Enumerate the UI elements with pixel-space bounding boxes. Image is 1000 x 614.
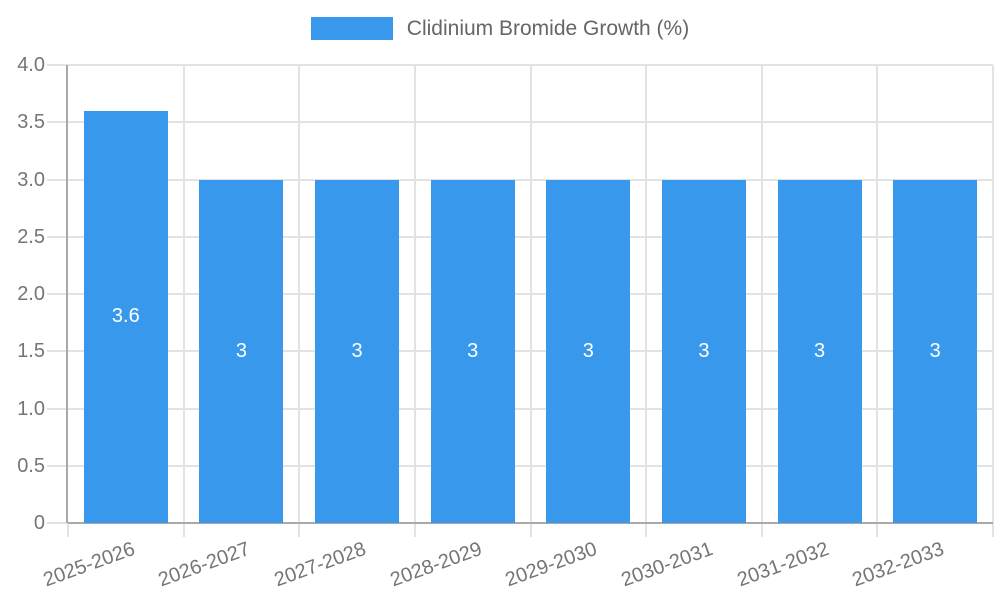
bar: 3 [777, 179, 862, 523]
bar-value-label: 3.6 [111, 305, 140, 328]
bar: 3 [661, 179, 746, 523]
bar-chart-plot: 0 0.5 1.0 1.5 2.0 2.5 3.0 3.5 4.0 3.6 2025-2026 3 20… [17, 54, 994, 591]
x-axis-tick [992, 523, 994, 537]
y-axis-tick [47, 121, 68, 124]
y-axis-tick [47, 293, 68, 295]
x-axis-line [68, 522, 993, 524]
y-tick-label: 0 [33, 512, 45, 534]
x-gridline [529, 65, 532, 523]
bar-value-label: 3 [698, 339, 710, 362]
y-axis-tick [47, 407, 68, 410]
x-gridline [182, 65, 185, 523]
x-gridline [298, 65, 301, 523]
x-gridline [645, 65, 648, 523]
y-axis-tick [47, 464, 68, 467]
y-tick-label: 2.5 [17, 225, 45, 248]
y-axis-line [66, 65, 68, 523]
y-tick-label: 0.5 [17, 454, 45, 477]
y-tick-label: 2.0 [17, 283, 45, 305]
y-tick-label: 1.0 [17, 397, 45, 420]
y-axis-tick [47, 178, 68, 181]
x-gridline [413, 65, 416, 523]
x-axis-tick [529, 523, 532, 537]
bar: 3 [315, 179, 400, 523]
bar-value-label: 3 [814, 339, 826, 362]
x-axis-tick [413, 523, 416, 537]
legend-label: Clidinium Bromide Growth (%) [406, 17, 690, 40]
y-tick-label: 1.5 [17, 340, 45, 363]
y-tick-label: 4.0 [17, 54, 45, 76]
legend-item[interactable]: Clidinium Bromide Growth (%) [310, 17, 690, 40]
x-axis-tick [298, 523, 301, 537]
y-tick-label: 3.5 [17, 111, 45, 134]
bar-value-label: 3 [582, 339, 594, 362]
bar-value-label: 3 [467, 339, 479, 362]
chart-legend: Clidinium Bromide Growth (%) [0, 17, 1000, 40]
x-gridline [876, 65, 879, 523]
bar: 3.6 [83, 110, 168, 523]
chart-canvas: Clidinium Bromide Growth (%) 0 0.5 1.0 1.5 2… [0, 17, 1000, 592]
bar-value-label: 3 [235, 339, 247, 362]
bar-value-label: 3 [351, 339, 363, 362]
x-axis-tick [876, 523, 879, 537]
x-axis-tick [760, 523, 763, 537]
y-axis-tick [47, 350, 68, 353]
bar: 3 [893, 179, 978, 523]
x-axis-tick [182, 523, 185, 537]
bar: 3 [430, 179, 515, 523]
y-axis-tick [47, 522, 68, 524]
legend-swatch-icon [310, 17, 393, 40]
bar: 3 [546, 179, 631, 523]
bar-value-label: 3 [929, 339, 941, 362]
x-axis-tick [67, 523, 69, 537]
x-gridline [992, 65, 994, 523]
y-tick-label: 3.0 [17, 168, 45, 191]
y-axis-tick [47, 235, 68, 238]
y-axis-tick [47, 64, 68, 66]
bar: 3 [199, 179, 284, 523]
x-axis-tick [645, 523, 648, 537]
x-gridline [760, 65, 763, 523]
